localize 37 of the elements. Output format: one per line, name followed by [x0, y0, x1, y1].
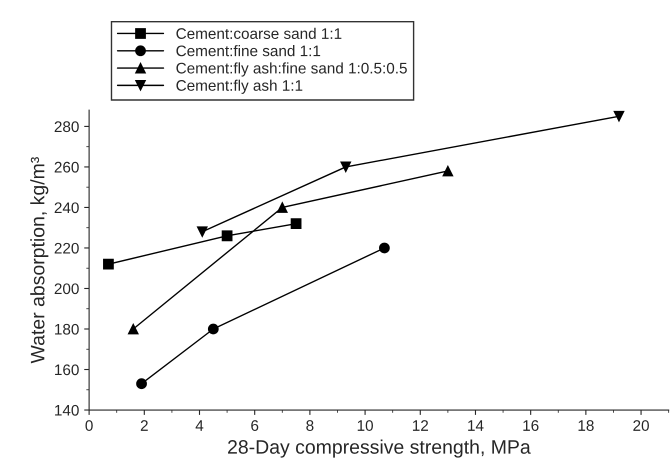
- y-tick-label: 260: [54, 162, 79, 173]
- legend-label: Cement:coarse sand 1:1: [176, 28, 342, 39]
- point: [222, 230, 232, 242]
- point: [276, 202, 288, 213]
- y-tick-label: 220: [54, 242, 79, 254]
- point: [340, 162, 352, 172]
- x-axis-title: 28-Day compressive strength, MPa: [228, 440, 531, 458]
- point: [196, 226, 208, 238]
- point: [290, 218, 302, 230]
- point: [208, 324, 219, 334]
- point: [442, 166, 454, 176]
- y-tick-label: 280: [54, 121, 79, 132]
- y-tick-label: 240: [54, 202, 79, 214]
- x-tick-label: 0: [85, 420, 93, 431]
- x-tick-label: 16: [523, 420, 538, 431]
- point: [379, 242, 390, 254]
- point: [128, 324, 139, 334]
- point: [136, 378, 147, 390]
- legend-label: Cement:fine sand 1:1: [176, 45, 320, 56]
- y-axis-title: Water absorption, kg/m³: [30, 157, 48, 364]
- point: [103, 258, 114, 270]
- y-tick-label: 180: [55, 324, 79, 335]
- x-tick-label: 20: [633, 420, 649, 431]
- y-tick-label: 160: [55, 364, 79, 376]
- x-tick-label: 18: [578, 420, 594, 431]
- y-tick-label: 140: [55, 404, 79, 416]
- x-tick-label: 10: [358, 420, 373, 431]
- x-tick-label: 4: [196, 420, 204, 431]
- legend-label: Cement:fly ash 1:1: [176, 80, 302, 94]
- x-tick-label: 6: [251, 420, 258, 431]
- x-tick-label: 12: [412, 420, 428, 431]
- y-tick-label: 200: [54, 283, 79, 294]
- x-tick-label: 8: [306, 420, 314, 431]
- x-tick-label: 2: [140, 420, 148, 431]
- point: [614, 110, 624, 122]
- x-tick-label: 14: [468, 420, 484, 431]
- legend-label: Cement:fly ash:fine sand 1:0.5:0.5: [176, 62, 407, 77]
